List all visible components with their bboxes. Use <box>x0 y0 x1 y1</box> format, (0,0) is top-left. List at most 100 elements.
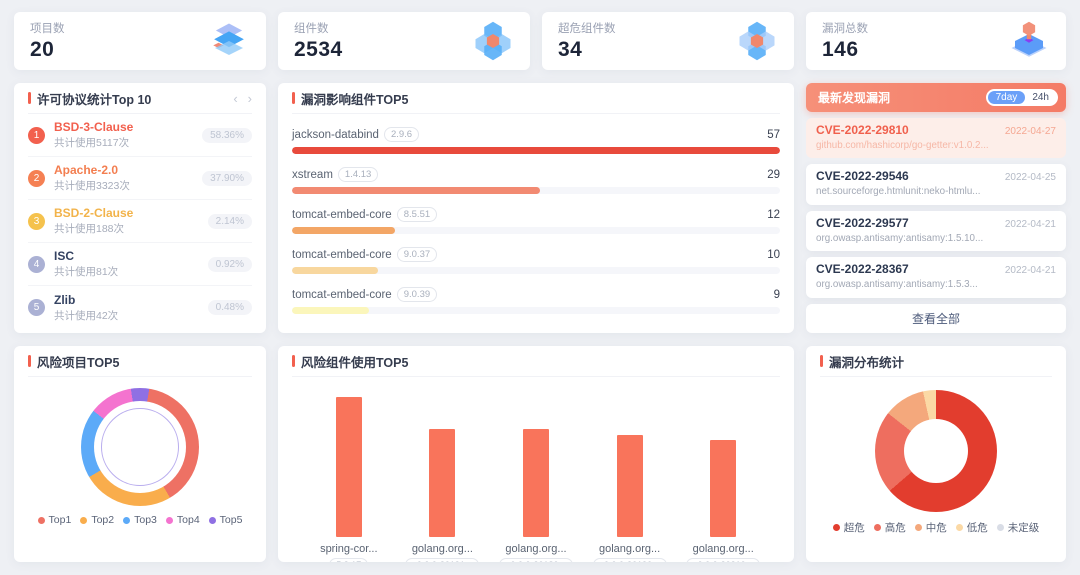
panel-title: 风险项目TOP5 <box>37 355 120 370</box>
license-row: 5 Zlib 共计使用42次 0.48% <box>28 286 252 329</box>
bar <box>616 435 643 537</box>
vuln-count: 29 <box>767 168 780 181</box>
next-page-button[interactable]: › <box>247 90 252 106</box>
license-name: Zlib <box>54 292 76 307</box>
cve-id: CVE-2022-28367 <box>816 262 909 277</box>
version-badge: v0.0.0-20190... <box>592 558 667 562</box>
legend-label: 超危 <box>843 522 865 534</box>
rank-badge: 3 <box>28 212 45 230</box>
stat-card-components: 组件数 2534 <box>278 12 530 70</box>
license-row: 2 Apache-2.0 共计使用3323次 37.90% <box>28 157 252 200</box>
vuln-distribution-panel: 漏洞分布统计 超危 高危 中危 低危 未定级 <box>806 346 1066 562</box>
rank-badge: 5 <box>28 299 45 316</box>
legend-label: Top3 <box>134 514 157 526</box>
vuln-count: 10 <box>767 248 780 261</box>
legend-dot <box>955 524 963 531</box>
legend-dot <box>873 524 881 531</box>
risk-projects-donut-chart <box>81 388 199 506</box>
bar-track <box>292 147 780 154</box>
risk-components-bar-chart <box>292 391 780 537</box>
component-box-icon <box>475 21 511 61</box>
stat-label: 组件数 <box>294 23 329 35</box>
version-badge: 1.4.13 <box>337 167 379 182</box>
license-usage: 共计使用81次 <box>54 266 119 278</box>
title-accent-bar <box>28 355 31 367</box>
cve-date: 2022-04-21 <box>1004 265 1056 277</box>
component-name: xstream <box>292 168 333 181</box>
stat-card-total-vulnerabilities: 漏洞总数 146 <box>806 12 1066 70</box>
cve-component: org.owasp.antisamy:antisamy:1.5.10... <box>816 232 984 244</box>
cve-component: github.com/hashicorp/go-getter:v1.0.2... <box>816 139 989 151</box>
hbar-row: tomcat-embed-core 8.5.51 12 <box>292 207 780 234</box>
license-name: ISC <box>54 249 75 263</box>
component-name: tomcat-embed-core <box>292 288 392 301</box>
cve-card[interactable]: CVE-2022-29546 2022-04-25 net.sourceforg… <box>806 164 1066 205</box>
cve-date: 2022-04-21 <box>1004 218 1056 230</box>
bar-track <box>292 227 780 234</box>
stat-value: 146 <box>822 38 859 61</box>
stat-label: 漏洞总数 <box>822 23 868 35</box>
bar <box>429 429 456 537</box>
license-percent-badge: 37.90% <box>202 170 252 186</box>
stat-card-projects: 项目数 20 <box>14 12 266 70</box>
bar-labels: spring-cor... 5.3.17 golang.org... v0.0.… <box>292 543 780 562</box>
vuln-count: 12 <box>767 208 780 221</box>
hbar-row: tomcat-embed-core 9.0.39 9 <box>292 287 780 314</box>
component-name: golang.org... <box>411 543 473 555</box>
license-usage: 共计使用188次 <box>54 223 125 235</box>
vuln-components-panel: 漏洞影响组件TOP5 jackson-databind 2.9.6 57 xst… <box>278 83 794 333</box>
latest-vulns-header: 最新发现漏洞 7day 24h <box>806 83 1066 112</box>
cve-component: org.owasp.antisamy:antisamy:1.5.3... <box>816 279 978 291</box>
vuln-count: 57 <box>767 128 780 141</box>
cve-component: net.sourceforge.htmlunit:neko-htmlu... <box>816 186 981 198</box>
cve-card[interactable]: CVE-2022-28367 2022-04-21 org.owasp.anti… <box>806 257 1066 298</box>
bar-fill <box>292 307 370 314</box>
legend-dot <box>123 516 131 524</box>
legend-label: 未定级 <box>1007 522 1040 534</box>
legend-dot <box>37 516 45 524</box>
component-name: tomcat-embed-core <box>292 208 392 221</box>
component-name: golang.org... <box>505 543 567 555</box>
legend-dot <box>996 524 1004 531</box>
legend-label: Top5 <box>219 514 243 526</box>
panel-title: 漏洞影响组件TOP5 <box>301 92 409 107</box>
latest-vulns-panel: 最新发现漏洞 7day 24h CVE-2022-29810 2022-04-2… <box>806 83 1066 334</box>
version-badge: 5.3.17 <box>329 558 369 562</box>
license-percent-badge: 0.48% <box>207 300 252 315</box>
bar <box>522 429 549 537</box>
cve-date: 2022-04-27 <box>1004 125 1056 137</box>
license-list: 1 BSD-3-Clause 共计使用5117次 58.36% 2 Apache… <box>28 114 252 329</box>
period-toggle: 7day 24h <box>985 88 1058 106</box>
toggle-24h[interactable]: 24h <box>1032 91 1049 103</box>
legend-label: 中危 <box>925 522 947 534</box>
license-usage: 共计使用3323次 <box>54 180 130 192</box>
toggle-7day[interactable]: 7day <box>987 90 1026 104</box>
legend-dot <box>80 516 88 524</box>
title-accent-bar <box>292 355 295 367</box>
cve-card[interactable]: CVE-2022-29810 2022-04-27 github.com/has… <box>806 117 1066 159</box>
prev-page-button[interactable]: ‹ <box>233 90 238 106</box>
hbar-row: jackson-databind 2.9.6 57 <box>292 127 780 154</box>
bar-fill <box>292 267 378 274</box>
license-percent-badge: 58.36% <box>202 127 252 143</box>
vulnerability-pin-icon <box>1011 21 1047 57</box>
vuln-distribution-donut-chart <box>875 390 997 512</box>
license-row: 1 BSD-3-Clause 共计使用5117次 58.36% <box>28 114 252 157</box>
bar-fill <box>292 147 780 154</box>
layers-icon <box>213 23 244 55</box>
legend-label: Top1 <box>48 514 72 526</box>
title-accent-bar <box>820 355 823 367</box>
vuln-distribution-legend: 超危 高危 中危 低危 未定级 <box>832 520 1040 535</box>
risk-projects-panel: 风险项目TOP5 Top1 Top2 Top3 Top4 Top5 <box>14 346 266 562</box>
rank-badge: 1 <box>28 126 45 144</box>
donut-hole <box>904 419 968 483</box>
view-all-button[interactable]: 查看全部 <box>806 303 1066 334</box>
legend-dot <box>208 516 216 524</box>
cve-card[interactable]: CVE-2022-29577 2022-04-21 org.owasp.anti… <box>806 210 1066 252</box>
hbar-row: xstream 1.4.13 29 <box>292 167 780 194</box>
version-badge: 9.0.39 <box>396 287 438 302</box>
legend-dot <box>165 516 173 524</box>
hbar-chart: jackson-databind 2.9.6 57 xstream 1.4.13… <box>292 127 780 314</box>
hbar-row: tomcat-embed-core 9.0.37 10 <box>292 247 780 274</box>
